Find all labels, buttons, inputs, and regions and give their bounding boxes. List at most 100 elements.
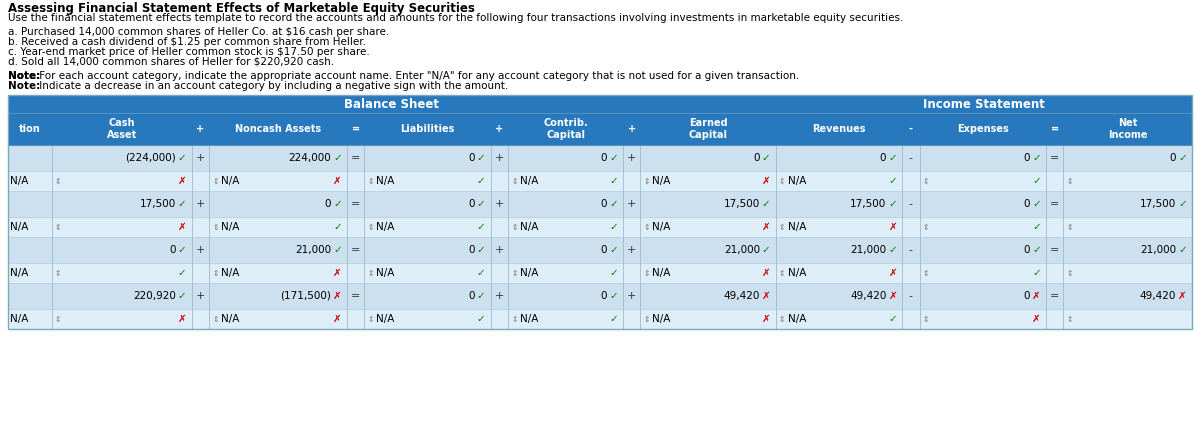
Text: -: -: [908, 245, 913, 255]
Text: 0: 0: [169, 245, 176, 255]
Text: N/A: N/A: [221, 314, 240, 324]
Text: 0: 0: [754, 153, 760, 163]
Text: ✓: ✓: [476, 199, 486, 209]
Text: 21,000: 21,000: [724, 245, 760, 255]
Text: ⇕: ⇕: [779, 177, 785, 185]
Text: For each account category, indicate the appropriate account name. Enter "N/A" fo: For each account category, indicate the …: [36, 71, 799, 81]
Text: ✓: ✓: [1032, 268, 1040, 278]
Text: ⇕: ⇕: [212, 268, 218, 278]
Text: ⇕: ⇕: [367, 177, 373, 185]
Text: 17,500: 17,500: [1140, 199, 1176, 209]
Bar: [8, 191, 1192, 217]
Text: ✓: ✓: [608, 245, 618, 255]
Text: N/A: N/A: [221, 176, 240, 186]
Text: +: +: [494, 199, 504, 209]
Text: ✓: ✓: [888, 176, 898, 186]
Bar: [8, 95, 1192, 113]
Text: ✗: ✗: [334, 291, 342, 301]
Text: 21,000: 21,000: [1140, 245, 1176, 255]
Text: N/A: N/A: [520, 222, 539, 232]
Text: =: =: [352, 245, 360, 255]
Text: 0: 0: [1024, 245, 1030, 255]
Text: 0: 0: [1170, 153, 1176, 163]
Text: N/A: N/A: [653, 176, 671, 186]
Text: 49,420: 49,420: [850, 291, 887, 301]
Text: ✗: ✗: [1032, 291, 1040, 301]
Text: ⇕: ⇕: [511, 177, 517, 185]
Text: ✗: ✗: [762, 176, 770, 186]
Text: =: =: [352, 291, 360, 301]
Text: +: +: [626, 199, 636, 209]
Text: ✓: ✓: [178, 245, 187, 255]
Text: ⇕: ⇕: [55, 268, 61, 278]
Text: ⇕: ⇕: [367, 268, 373, 278]
Text: ✓: ✓: [476, 291, 486, 301]
Text: ✓: ✓: [178, 199, 187, 209]
Text: Note:: Note:: [8, 71, 41, 81]
Text: ⇕: ⇕: [511, 268, 517, 278]
Text: 21,000: 21,000: [295, 245, 331, 255]
Text: (224,000): (224,000): [125, 153, 176, 163]
Bar: [8, 113, 1192, 145]
Text: =: =: [1050, 245, 1060, 255]
Text: =: =: [1050, 124, 1058, 134]
Text: -: -: [908, 153, 913, 163]
Text: ⇕: ⇕: [779, 314, 785, 323]
Text: ✓: ✓: [476, 153, 486, 163]
Text: N/A: N/A: [10, 222, 29, 232]
Text: ✓: ✓: [476, 222, 486, 232]
Text: -: -: [908, 291, 913, 301]
Text: ✓: ✓: [608, 222, 618, 232]
Text: N/A: N/A: [10, 314, 29, 324]
Text: Noncash Assets: Noncash Assets: [235, 124, 322, 134]
Text: ✓: ✓: [608, 314, 618, 324]
Text: ✓: ✓: [608, 268, 618, 278]
Text: ⇕: ⇕: [1067, 268, 1073, 278]
Text: N/A: N/A: [10, 268, 29, 278]
Text: ✓: ✓: [1032, 176, 1040, 186]
Text: Contrib.
Capital: Contrib. Capital: [544, 118, 588, 140]
Text: Expenses: Expenses: [956, 124, 1009, 134]
Text: +: +: [197, 124, 205, 134]
Bar: [8, 171, 1192, 191]
Text: Revenues: Revenues: [812, 124, 866, 134]
Bar: [8, 283, 1192, 309]
Text: N/A: N/A: [788, 314, 806, 324]
Text: ⇕: ⇕: [212, 223, 218, 232]
Text: ✗: ✗: [762, 268, 770, 278]
Text: ⇕: ⇕: [779, 268, 785, 278]
Text: ✓: ✓: [1178, 199, 1187, 209]
Text: ⇕: ⇕: [923, 268, 929, 278]
Text: +: +: [496, 124, 504, 134]
Text: ⇕: ⇕: [923, 223, 929, 232]
Text: ✓: ✓: [476, 176, 486, 186]
Text: =: =: [1050, 153, 1060, 163]
Text: N/A: N/A: [653, 314, 671, 324]
Text: ⇕: ⇕: [367, 223, 373, 232]
Bar: [8, 309, 1192, 329]
Text: ⇕: ⇕: [1067, 223, 1073, 232]
Text: N/A: N/A: [520, 176, 539, 186]
Text: ✗: ✗: [1032, 314, 1040, 324]
Text: Net
Income: Net Income: [1108, 118, 1147, 140]
Text: 0: 0: [880, 153, 887, 163]
Text: Earned
Capital: Earned Capital: [689, 118, 727, 140]
Text: ✗: ✗: [888, 291, 898, 301]
Text: ⇕: ⇕: [212, 314, 218, 323]
Text: =: =: [1050, 199, 1060, 209]
Text: 0: 0: [1024, 291, 1030, 301]
Text: (171,500): (171,500): [281, 291, 331, 301]
Bar: [8, 263, 1192, 283]
Text: Liabilities: Liabilities: [401, 124, 455, 134]
Text: ⇕: ⇕: [511, 223, 517, 232]
Text: ✓: ✓: [1032, 199, 1040, 209]
Text: 224,000: 224,000: [288, 153, 331, 163]
Text: ⇕: ⇕: [511, 314, 517, 323]
Text: 17,500: 17,500: [724, 199, 760, 209]
Text: ⇕: ⇕: [923, 177, 929, 185]
Text: Cash
Asset: Cash Asset: [107, 118, 137, 140]
Text: ✓: ✓: [888, 153, 898, 163]
Text: 49,420: 49,420: [1140, 291, 1176, 301]
Text: ✗: ✗: [888, 222, 898, 232]
Text: +: +: [494, 153, 504, 163]
